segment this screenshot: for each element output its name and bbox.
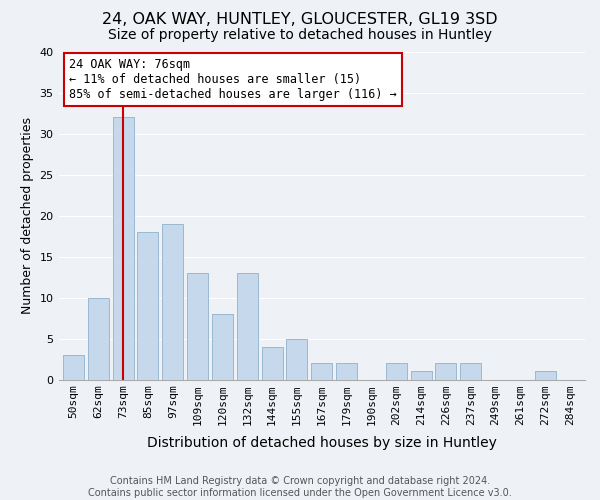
- Bar: [436, 363, 457, 380]
- Bar: [88, 298, 109, 380]
- Bar: [386, 363, 407, 380]
- Bar: [187, 273, 208, 380]
- Bar: [137, 232, 158, 380]
- Bar: [535, 372, 556, 380]
- Text: Size of property relative to detached houses in Huntley: Size of property relative to detached ho…: [108, 28, 492, 42]
- Bar: [212, 314, 233, 380]
- Bar: [460, 363, 481, 380]
- Bar: [336, 363, 357, 380]
- Bar: [237, 273, 258, 380]
- Bar: [113, 117, 134, 380]
- Bar: [286, 338, 307, 380]
- Text: 24 OAK WAY: 76sqm
← 11% of detached houses are smaller (15)
85% of semi-detached: 24 OAK WAY: 76sqm ← 11% of detached hous…: [69, 58, 397, 101]
- Bar: [311, 363, 332, 380]
- Text: Contains HM Land Registry data © Crown copyright and database right 2024.
Contai: Contains HM Land Registry data © Crown c…: [88, 476, 512, 498]
- Bar: [63, 355, 84, 380]
- Text: 24, OAK WAY, HUNTLEY, GLOUCESTER, GL19 3SD: 24, OAK WAY, HUNTLEY, GLOUCESTER, GL19 3…: [102, 12, 498, 28]
- Bar: [162, 224, 184, 380]
- Bar: [262, 346, 283, 380]
- Y-axis label: Number of detached properties: Number of detached properties: [21, 117, 34, 314]
- Bar: [410, 372, 431, 380]
- X-axis label: Distribution of detached houses by size in Huntley: Distribution of detached houses by size …: [147, 436, 497, 450]
